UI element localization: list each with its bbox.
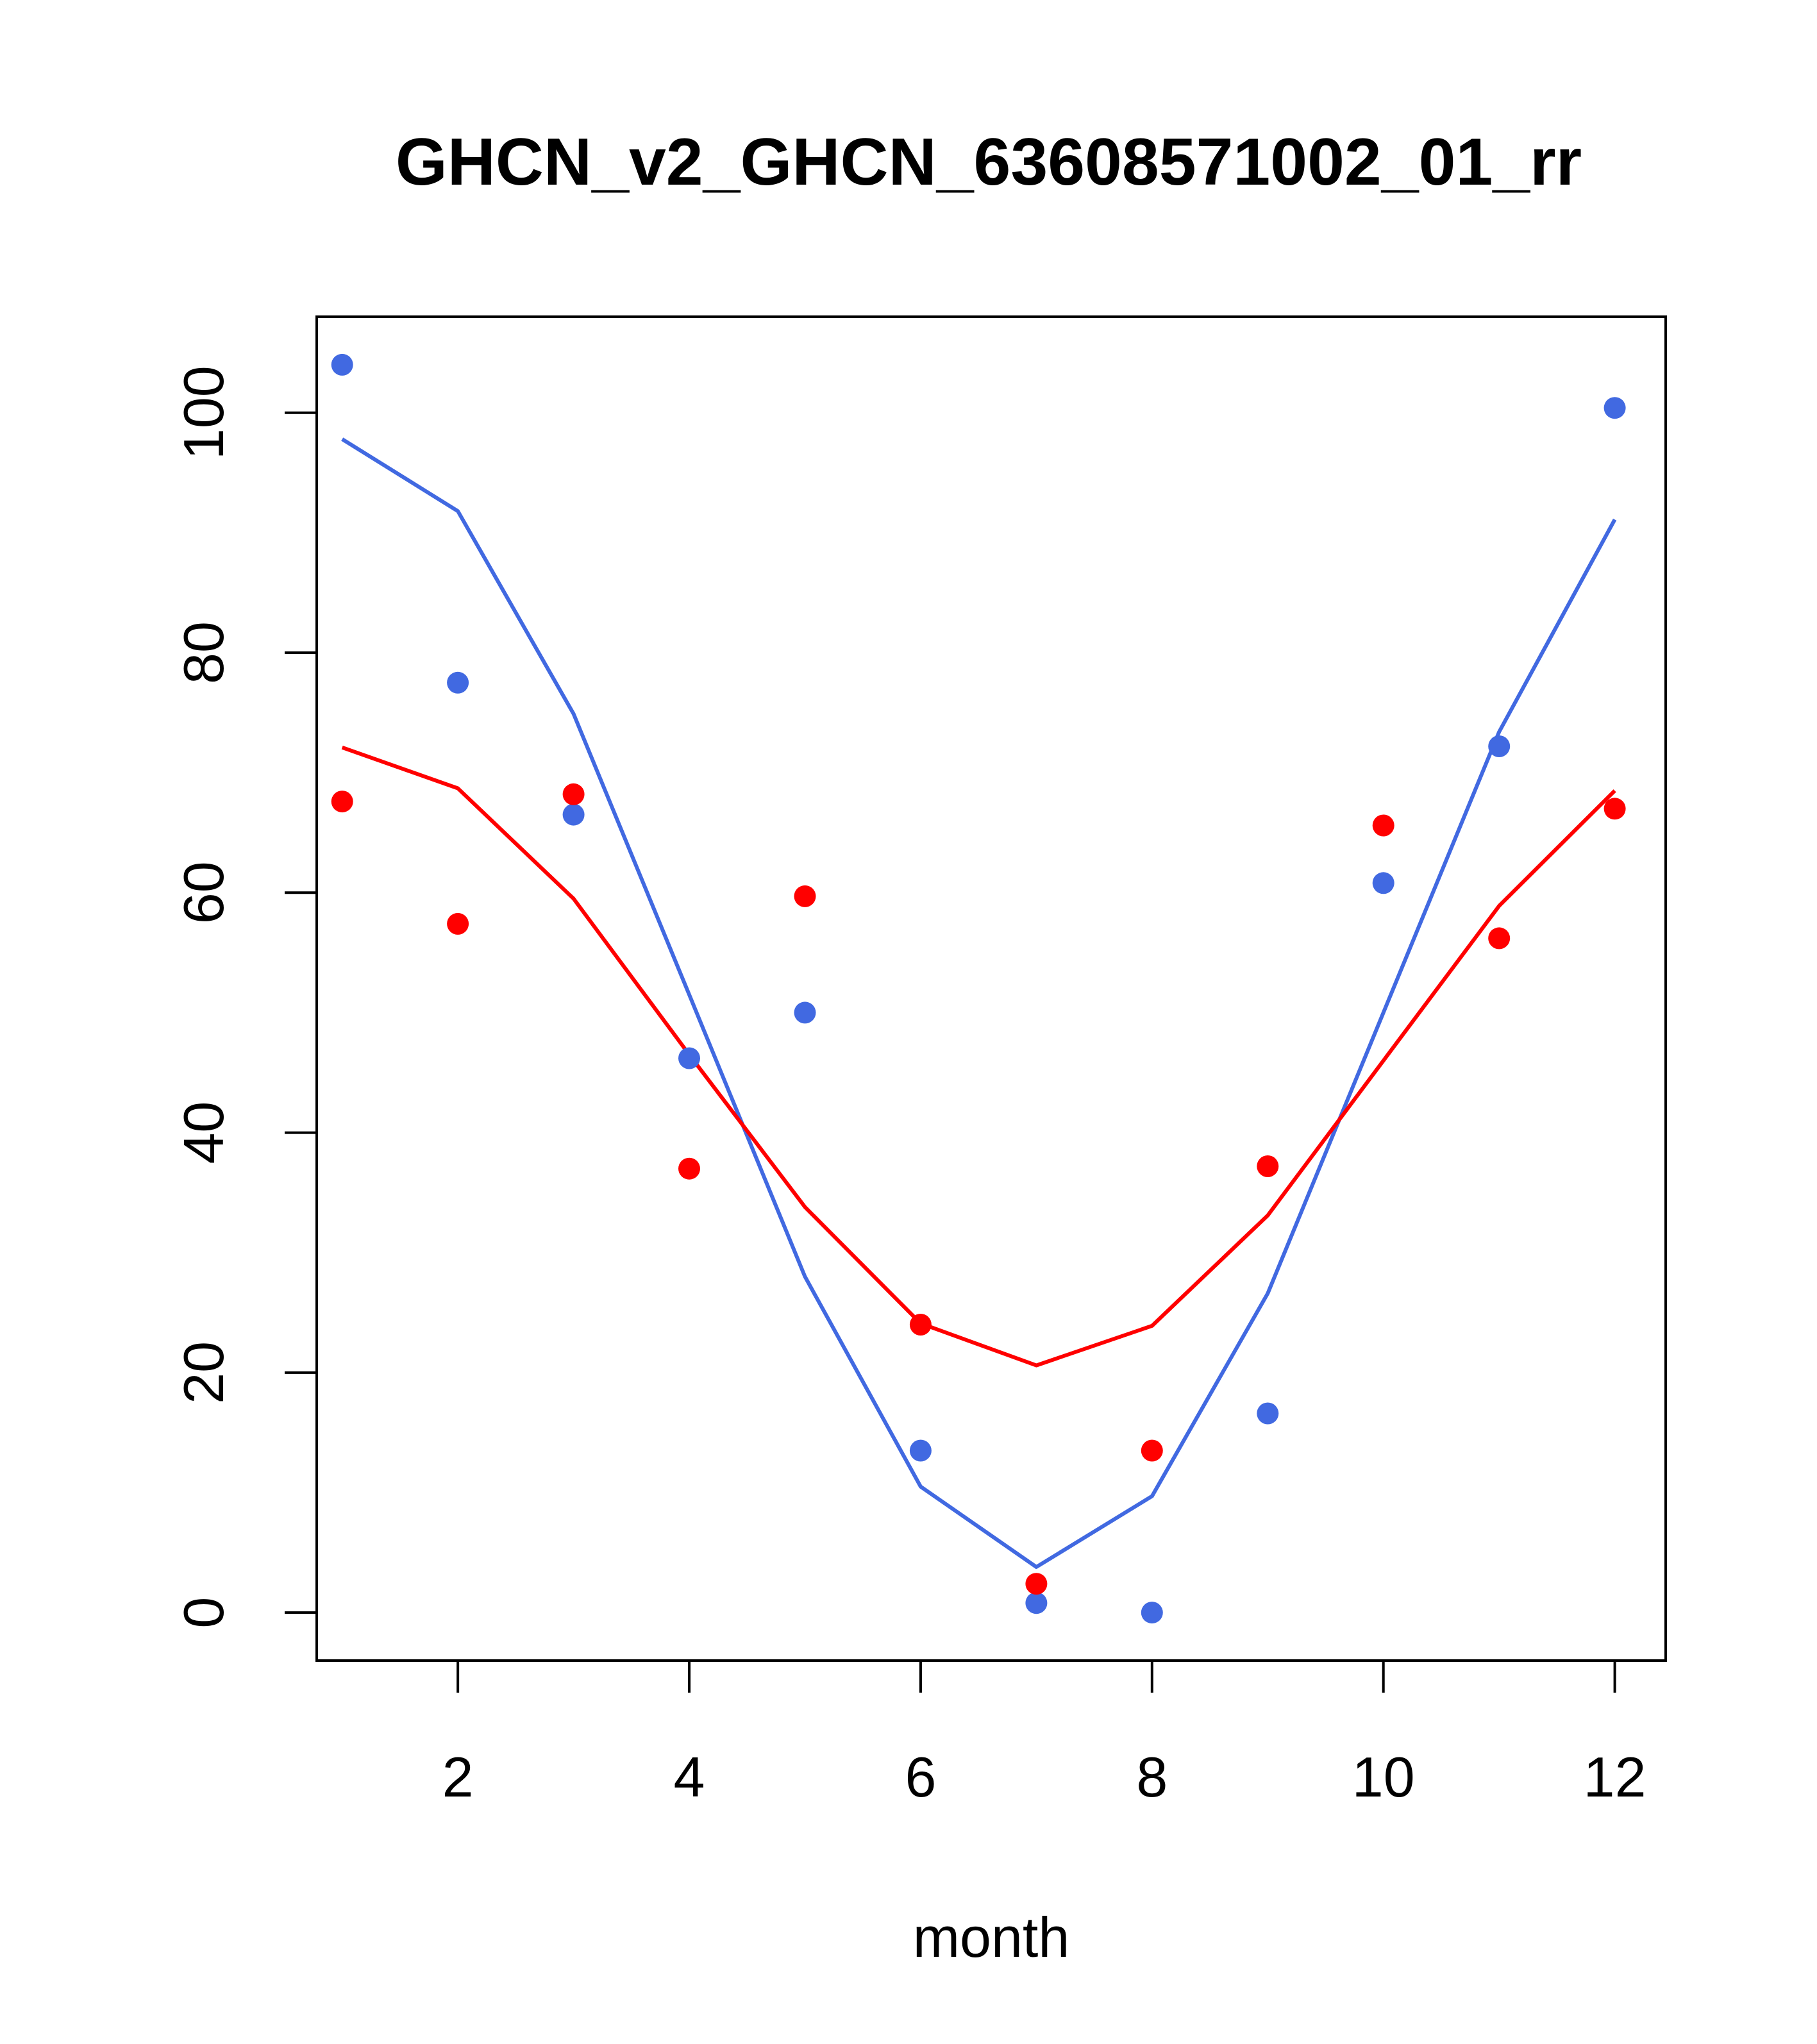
data-point-blue bbox=[1372, 872, 1394, 894]
data-point-blue bbox=[1141, 1602, 1163, 1624]
data-point-blue bbox=[1257, 1402, 1279, 1425]
data-point-blue bbox=[331, 353, 353, 376]
data-point-red bbox=[331, 791, 353, 813]
y-tick-label: 0 bbox=[172, 1597, 235, 1629]
series-line-red bbox=[341, 745, 1616, 1368]
x-tick-label: 12 bbox=[1584, 1745, 1646, 1809]
series-line-blue bbox=[341, 437, 1617, 1569]
x-tick-label: 6 bbox=[905, 1745, 936, 1809]
x-axis-title: month bbox=[913, 1906, 1070, 1969]
data-point-red bbox=[678, 1157, 700, 1180]
y-tick-label: 60 bbox=[172, 861, 235, 924]
data-point-red bbox=[909, 1314, 932, 1336]
y-tick-label: 20 bbox=[172, 1341, 235, 1404]
y-tick-label: 80 bbox=[172, 621, 235, 684]
data-point-red bbox=[1603, 798, 1626, 820]
x-tick-label: 10 bbox=[1352, 1745, 1415, 1809]
y-tick-label: 100 bbox=[172, 365, 235, 460]
y-axis: 0 20 40 60 80 100 bbox=[172, 365, 317, 1629]
data-point-blue bbox=[562, 803, 585, 826]
x-axis: 2 4 6 8 10 12 bbox=[442, 1661, 1646, 1809]
data-point-red bbox=[1257, 1155, 1279, 1177]
data-point-red bbox=[1372, 814, 1394, 837]
data-point-red bbox=[1141, 1439, 1163, 1462]
data-point-red bbox=[447, 912, 469, 935]
data-point-blue bbox=[1025, 1592, 1048, 1614]
x-tick-label: 2 bbox=[442, 1745, 474, 1809]
data-point-blue bbox=[1488, 735, 1511, 757]
x-tick-label: 4 bbox=[674, 1745, 705, 1809]
data-point-red bbox=[562, 783, 585, 805]
x-tick-label: 8 bbox=[1136, 1745, 1168, 1809]
data-point-blue bbox=[909, 1439, 932, 1462]
data-point-blue bbox=[1603, 397, 1626, 419]
data-point-red bbox=[794, 885, 816, 907]
data-point-red bbox=[1488, 927, 1511, 950]
chart-title: GHCN_v2_GHCN_63608571002_01_rr bbox=[396, 125, 1582, 199]
plot-area bbox=[315, 315, 1667, 1662]
data-point-blue bbox=[794, 1001, 816, 1024]
y-tick-label: 40 bbox=[172, 1102, 235, 1164]
data-point-blue bbox=[447, 671, 469, 694]
data-point-blue bbox=[678, 1047, 700, 1069]
series-layer bbox=[331, 353, 1626, 1624]
data-point-red bbox=[1025, 1573, 1048, 1595]
